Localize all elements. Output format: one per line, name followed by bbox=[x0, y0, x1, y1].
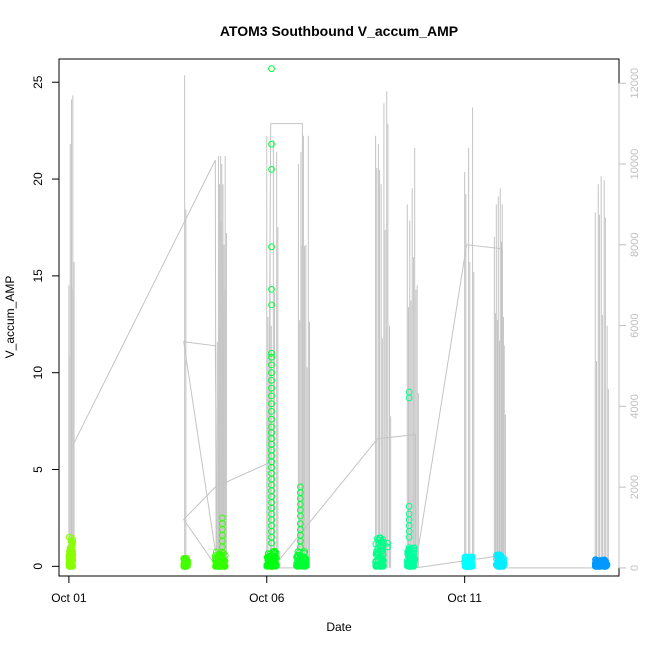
data-point bbox=[462, 560, 470, 568]
data-point bbox=[268, 166, 275, 173]
data-point bbox=[268, 400, 275, 408]
data-point bbox=[496, 551, 504, 559]
data-point bbox=[182, 561, 190, 569]
data-point bbox=[265, 562, 272, 570]
y-tick-label: 20 bbox=[31, 172, 45, 186]
y2-tick-label: 6000 bbox=[629, 313, 641, 337]
data-point bbox=[375, 548, 382, 556]
data-point bbox=[379, 562, 387, 570]
data-point bbox=[212, 554, 219, 562]
data-point bbox=[268, 140, 275, 148]
data-point bbox=[67, 550, 75, 558]
plot-frame bbox=[58, 58, 620, 577]
data-point bbox=[268, 361, 275, 369]
y2-tick-label: 4000 bbox=[629, 394, 641, 418]
data-point bbox=[404, 548, 412, 556]
data-point bbox=[297, 543, 304, 551]
data-point bbox=[384, 543, 391, 551]
y2-tick-label: 10000 bbox=[629, 149, 641, 180]
x-tick-label: Oct 01 bbox=[51, 591, 87, 605]
data-point bbox=[405, 394, 413, 402]
data-point bbox=[67, 546, 74, 554]
y2-tick-label: 12000 bbox=[629, 68, 641, 99]
data-point bbox=[268, 377, 275, 384]
data-point bbox=[268, 65, 275, 73]
data-point bbox=[268, 408, 275, 415]
y-tick-label: 0 bbox=[31, 563, 45, 570]
data-point bbox=[378, 547, 385, 555]
data-point bbox=[596, 559, 604, 566]
data-point bbox=[405, 551, 413, 559]
data-point bbox=[268, 415, 275, 423]
data-point bbox=[67, 538, 75, 545]
data-point bbox=[268, 539, 275, 547]
data-point bbox=[268, 301, 275, 309]
data-point bbox=[268, 556, 276, 564]
data-point bbox=[268, 286, 275, 293]
data-point bbox=[273, 562, 280, 569]
series-line-path bbox=[71, 123, 596, 570]
data-point bbox=[68, 557, 76, 565]
data-point bbox=[268, 243, 275, 251]
chart-title: ATOM3 Southbound V_accum_AMP bbox=[220, 23, 458, 39]
data-point bbox=[384, 539, 391, 547]
y2-axis: 0 2000 4000 6000 8000 10000 12000 bbox=[618, 68, 641, 571]
data-point bbox=[268, 369, 275, 377]
y2-tick-label: 0 bbox=[629, 565, 641, 571]
data-point bbox=[499, 562, 507, 570]
data-point bbox=[268, 392, 275, 400]
y-axis: 0 5 10 15 20 25 bbox=[31, 75, 60, 570]
x-axis-label: Date bbox=[326, 620, 352, 634]
data-point bbox=[65, 533, 73, 541]
data-point bbox=[404, 562, 412, 570]
data-point bbox=[405, 502, 413, 510]
data-point bbox=[221, 562, 229, 570]
data-point bbox=[405, 533, 413, 541]
data-point bbox=[300, 562, 308, 569]
data-point bbox=[373, 535, 381, 542]
data-point bbox=[69, 554, 76, 562]
y2-tick-label: 8000 bbox=[629, 233, 641, 257]
data-point bbox=[220, 556, 228, 564]
data-point bbox=[495, 562, 503, 570]
data-point bbox=[497, 552, 505, 560]
data-point bbox=[409, 558, 416, 566]
data-point bbox=[268, 353, 275, 361]
y-tick-label: 5 bbox=[31, 466, 45, 473]
data-point bbox=[219, 543, 226, 551]
data-point bbox=[297, 512, 304, 520]
data-point bbox=[268, 349, 275, 357]
data-point bbox=[405, 544, 413, 551]
y-tick-label: 25 bbox=[31, 75, 45, 89]
x-tick-label: Oct 06 bbox=[249, 591, 285, 605]
data-point bbox=[594, 562, 602, 570]
y-tick-label: 10 bbox=[31, 366, 45, 380]
x-axis: Oct 01 Oct 06 Oct 11 bbox=[51, 575, 482, 605]
data-point bbox=[411, 555, 419, 562]
data-point bbox=[461, 560, 469, 567]
data-point bbox=[180, 562, 188, 570]
data-point bbox=[410, 544, 418, 552]
data-point bbox=[264, 555, 272, 562]
point-series-layer bbox=[65, 65, 611, 570]
y-tick-label: 15 bbox=[31, 269, 45, 283]
x-tick-label: Oct 11 bbox=[447, 591, 482, 605]
data-point bbox=[213, 561, 221, 569]
y-axis-label: V_accum_AMP bbox=[3, 276, 17, 359]
y2-tick-label: 2000 bbox=[629, 475, 641, 499]
data-point bbox=[268, 384, 275, 392]
data-point bbox=[407, 562, 415, 570]
line-series-layer bbox=[68, 75, 609, 570]
data-point bbox=[403, 559, 411, 566]
